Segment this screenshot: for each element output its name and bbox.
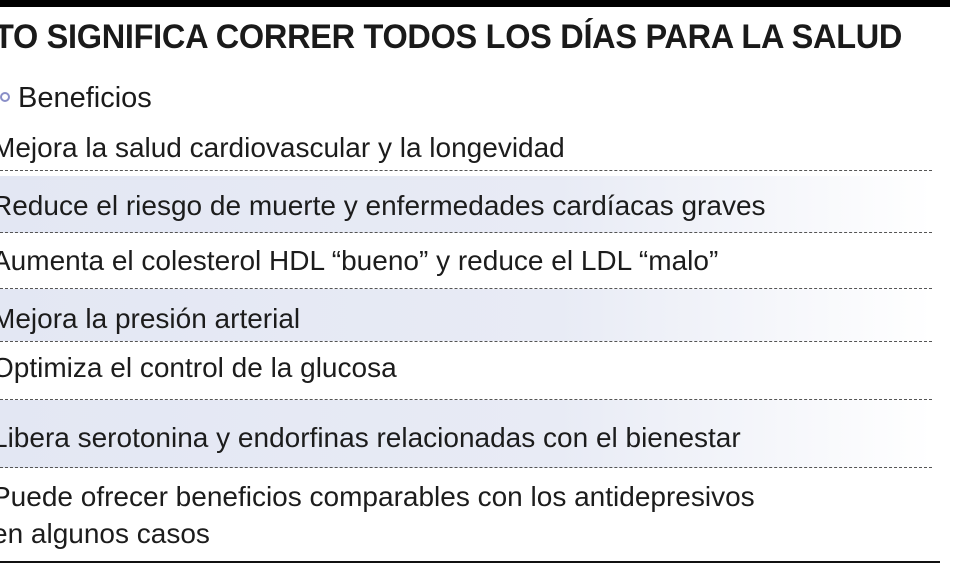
benefit-row: Puede ofrecer beneficios comparables con… — [0, 468, 932, 560]
benefit-text: Mejora la presión arterial — [0, 303, 301, 334]
divider — [0, 467, 932, 468]
bullet-icon — [0, 92, 10, 102]
divider — [0, 170, 932, 171]
divider — [0, 399, 932, 400]
divider — [0, 341, 932, 342]
benefit-text: Aumenta el colesterol HDL “bueno” y redu… — [0, 245, 719, 276]
benefit-text: Mejora la salud cardiovascular y la long… — [0, 132, 565, 163]
section-label: Beneficios — [18, 82, 152, 114]
benefit-text: Libera serotonina y endorfinas relaciona… — [0, 422, 741, 453]
benefit-row: Reduce el riesgo de muerte y enfermedade… — [0, 176, 932, 233]
top-rule — [0, 0, 950, 7]
benefit-row: Mejora la presión arterial — [0, 289, 932, 341]
benefit-text: Reduce el riesgo de muerte y enfermedade… — [0, 190, 766, 221]
benefit-text-cont: en algunos casos — [0, 518, 210, 549]
page-title: TO SIGNIFICA CORRER TODOS LOS DÍAS PARA … — [0, 18, 903, 56]
bottom-rule — [0, 561, 940, 563]
benefit-text: Optimiza el control de la glucosa — [0, 352, 397, 383]
divider — [0, 232, 932, 233]
benefit-row: Aumenta el colesterol HDL “bueno” y redu… — [0, 233, 932, 289]
benefit-row: Optimiza el control de la glucosa — [0, 342, 932, 400]
benefit-text: Puede ofrecer beneficios comparables con… — [0, 481, 755, 512]
benefit-row: Libera serotonina y endorfinas relaciona… — [0, 400, 932, 468]
divider — [0, 288, 932, 289]
benefit-row: Mejora la salud cardiovascular y la long… — [0, 128, 932, 176]
